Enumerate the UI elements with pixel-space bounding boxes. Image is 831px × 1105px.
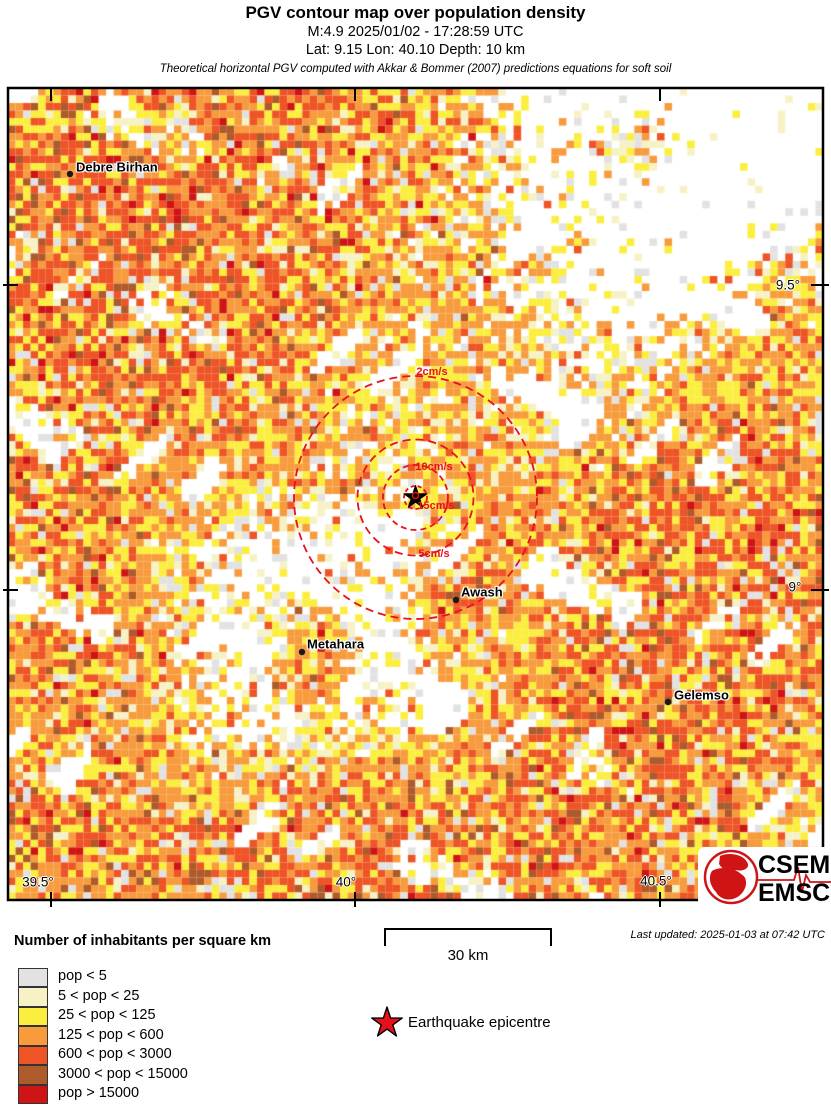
legend-row: 125 < pop < 600 xyxy=(18,1026,188,1046)
legend-row: 5 < pop < 25 xyxy=(18,987,188,1007)
pgv-contour-2cm/s xyxy=(293,375,538,620)
scale-bar-label: 30 km xyxy=(447,947,489,964)
event-magnitude-time: M:4.9 2025/01/02 - 17:28:59 UTC xyxy=(307,24,524,40)
scale-bar xyxy=(384,928,552,946)
city-dot-metahara xyxy=(298,648,306,656)
contour-label-15cm/s: 15cm/s xyxy=(417,500,455,512)
contour-label-5cm/s: 5cm/s xyxy=(418,548,450,560)
city-label-gelemso: Gelemso xyxy=(674,687,729,703)
legend-row-label: pop < 5 xyxy=(58,968,107,984)
lon-label: 40.5° xyxy=(640,873,672,889)
city-label-awash: Awash xyxy=(461,584,503,600)
legend-row: 600 < pop < 3000 xyxy=(18,1045,188,1065)
legend-swatch xyxy=(18,1065,48,1085)
city-dot-awash xyxy=(452,596,460,604)
header: PGV contour map over population density … xyxy=(0,3,831,75)
pgv-contour-10cm/s xyxy=(382,464,449,531)
contour-label-2cm/s: 2cm/s xyxy=(416,366,448,378)
population-legend: pop < 5 5 < pop < 25 25 < pop < 125 125 < p… xyxy=(18,967,188,1104)
legend-row-label: 25 < pop < 125 xyxy=(58,1007,156,1023)
legend-row: 25 < pop < 125 xyxy=(18,1006,188,1026)
legend-swatch xyxy=(18,987,48,1007)
contour-label-10cm/s: 10cm/s xyxy=(415,461,453,473)
epicentre-legend-label: Earthquake epicentre xyxy=(408,1014,551,1031)
legend-row-label: 600 < pop < 3000 xyxy=(58,1046,172,1062)
legend-row-label: 3000 < pop < 15000 xyxy=(58,1065,188,1082)
legend-title: Number of inhabitants per square km xyxy=(14,933,272,949)
csem-emsc-logo: CSEM EMSC xyxy=(698,847,831,907)
legend-row-label: 125 < pop < 600 xyxy=(58,1026,164,1043)
legend-swatch xyxy=(18,1084,48,1104)
logo-text-emsc: EMSC xyxy=(758,879,830,907)
city-dot-debre-birhan xyxy=(66,170,74,178)
method-note: Theoretical horizontal PGV computed with… xyxy=(159,63,672,75)
lat-label: 9° xyxy=(788,579,802,595)
legend-swatch xyxy=(18,1045,48,1065)
logo-seismogram-icon xyxy=(756,866,831,893)
city-dot-gelemso xyxy=(664,698,672,706)
last-updated: Last updated: 2025-01-03 at 07:42 UTC xyxy=(630,929,825,941)
csem-emsc-logo-graphic: CSEM EMSC xyxy=(703,849,831,907)
city-label-metahara: Metahara xyxy=(307,636,365,652)
pgv-contour-5cm/s xyxy=(356,438,475,557)
legend-row-label: 5 < pop < 25 xyxy=(58,987,140,1004)
lon-label: 39.5° xyxy=(22,874,54,890)
pgv-contour-15cm/s xyxy=(403,485,428,510)
epicenter-dot xyxy=(411,491,420,500)
map-area: Debre Birhan Awash Metahara Gelemso 39.5° 40°… xyxy=(3,86,831,907)
legend-swatch xyxy=(18,1006,48,1026)
map-overlay xyxy=(3,86,829,907)
lat-label: 9.5° xyxy=(775,277,801,293)
lon-label: 40° xyxy=(335,874,357,890)
city-label-debre-birhan: Debre Birhan xyxy=(76,159,158,175)
logo-text-csem: CSEM xyxy=(758,851,830,879)
legend-row: pop < 5 xyxy=(18,967,188,987)
legend-row-label: pop > 15000 xyxy=(58,1085,140,1101)
logo-land-north xyxy=(719,854,749,872)
legend-swatch xyxy=(18,967,48,987)
event-location-depth: Lat: 9.15 Lon: 40.10 Depth: 10 km xyxy=(305,42,526,58)
page-title: PGV contour map over population density xyxy=(245,3,586,22)
legend-swatch xyxy=(18,1026,48,1046)
map-border xyxy=(6,86,825,902)
epicentre-star-icon xyxy=(371,1006,403,1037)
logo-land-south xyxy=(709,868,747,900)
legend-row: pop > 15000 xyxy=(18,1084,188,1104)
legend-row: 3000 < pop < 15000 xyxy=(18,1065,188,1085)
epicenter-star-icon xyxy=(403,485,428,508)
